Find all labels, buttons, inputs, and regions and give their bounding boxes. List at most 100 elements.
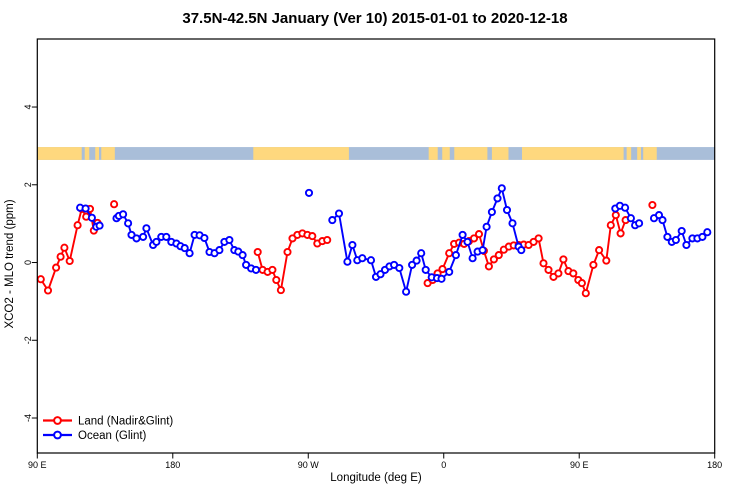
ocean-series [76,184,712,296]
data-point [569,269,578,278]
data-point [251,265,261,274]
legend-label-ocean: Ocean (Glint) [78,430,147,442]
land-segment [522,147,624,160]
y-tick-label: 0 [23,260,33,265]
legend: Land (Nadir&Glint) Ocean (Glint) [43,416,173,442]
series-line [39,207,99,292]
data-point [43,286,53,295]
data-point [682,240,691,250]
data-point [36,275,45,284]
data-point [185,249,194,258]
data-point [698,232,707,241]
data-point [611,211,620,220]
data-point [581,289,590,298]
data-point [595,246,604,255]
data-point [417,249,426,258]
data-point [517,246,526,255]
data-point [602,256,611,265]
legend-label-land: Land (Nadir&Glint) [78,416,173,428]
data-point [358,254,367,263]
data-point [554,269,563,278]
x-tick-label: 180 [707,460,722,470]
data-point [451,251,460,260]
chart-title: 37.5N-42.5N January (Ver 10) 2015-01-01 … [182,10,567,27]
data-point [474,230,484,239]
data-point [626,214,635,223]
data-point [343,257,352,266]
data-point [60,243,69,252]
data-point [73,221,82,230]
data-point [482,222,491,231]
data-point [395,263,404,273]
data-point [283,247,292,257]
data-point [276,286,285,295]
data-point [225,235,234,245]
data-point [663,232,672,241]
y-tick-label: -4 [23,414,33,422]
data-point [334,209,344,218]
data-point [65,256,74,266]
y-tick-label: 4 [23,105,33,110]
land-ocean-map-band [37,147,715,160]
data-point [445,249,454,258]
data-point [180,244,189,253]
data-point [304,188,314,197]
data-point [502,205,512,215]
data-point [489,255,498,264]
x-axis-label: Longitude (deg E) [330,472,422,484]
data-point [52,263,61,272]
data-point [438,265,447,274]
data-point [493,194,502,203]
data-point [589,260,598,269]
data-point [534,234,543,243]
data-point [200,233,209,243]
x-tick-label: 90 E [28,460,47,470]
data-point [268,265,277,274]
data-point [366,256,376,265]
data-point [152,237,161,246]
y-tick-label: -2 [23,336,33,344]
data-point [671,235,680,245]
land-segment [442,147,450,160]
data-point [606,221,615,230]
data-point [87,213,96,222]
data-point [437,274,446,283]
land-segment [95,147,100,160]
axis-tick-labels: 90 E 180 90 W 0 90 E 180 -4 -2 0 2 4 [23,105,722,470]
data-point [162,232,171,241]
land-segment [428,147,438,160]
data-point [95,221,104,230]
x-tick-label: 90 W [298,460,320,470]
land-segment [491,147,509,160]
series-line [331,187,523,293]
data-point [469,234,479,243]
land-series [36,200,657,298]
data-point [635,219,644,228]
data-point [468,254,477,263]
data-point [616,229,625,238]
data-point [142,224,151,233]
data-point [132,234,141,243]
y-axis-label: XCO2 - MLO trend (ppm) [4,199,16,328]
land-segment [454,147,488,160]
data-point [494,251,503,260]
data-point [81,204,90,213]
data-point [463,237,472,246]
data-point [703,228,712,237]
data-point [508,219,517,228]
data-point [484,262,493,271]
data-point [458,230,467,239]
data-series [36,184,712,298]
data-point [253,247,262,257]
land-segment [253,147,349,160]
data-point [421,265,430,274]
x-tick-label: 0 [441,460,446,470]
legend-marker-land [53,416,62,425]
data-point [487,207,496,217]
x-tick-label: 180 [165,460,180,470]
data-point [539,259,548,268]
data-point [677,226,686,236]
data-point [544,265,553,274]
